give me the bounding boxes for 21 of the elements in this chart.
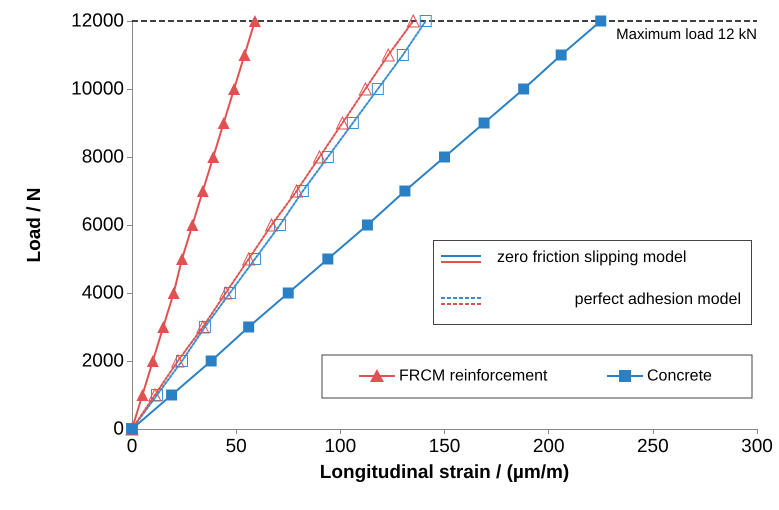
x-tick-label: 200 — [532, 436, 565, 457]
legend-label: FRCM reinforcement — [399, 368, 548, 384]
annotation: zero friction slipping model — [497, 249, 686, 267]
x-tick-label: 0 — [126, 436, 138, 457]
y-tick-label: 12000 — [71, 10, 124, 32]
x-tick-label: 150 — [428, 436, 460, 457]
text: perfect adhesion model — [574, 291, 741, 309]
legend-label: Concrete — [647, 368, 712, 384]
y-tick-label: 2000 — [82, 350, 124, 372]
y-tick-label: 0 — [113, 418, 124, 440]
y-tick-label: 4000 — [82, 282, 124, 304]
x-tick-label: 300 — [741, 436, 773, 457]
x-axis-title: Longitudinal strain / (µm/m) — [320, 462, 570, 483]
y-tick-label: 6000 — [82, 214, 124, 236]
ref-line-label: Maximum load 12 kN — [616, 26, 757, 43]
y-tick-label: 8000 — [82, 146, 124, 168]
y-axis-title: Load / N — [24, 188, 45, 262]
x-tick-label: 50 — [226, 436, 247, 457]
y-tick-label: 10000 — [71, 78, 124, 100]
x-tick-label: 250 — [636, 436, 669, 457]
x-tick-label: 100 — [324, 436, 356, 457]
